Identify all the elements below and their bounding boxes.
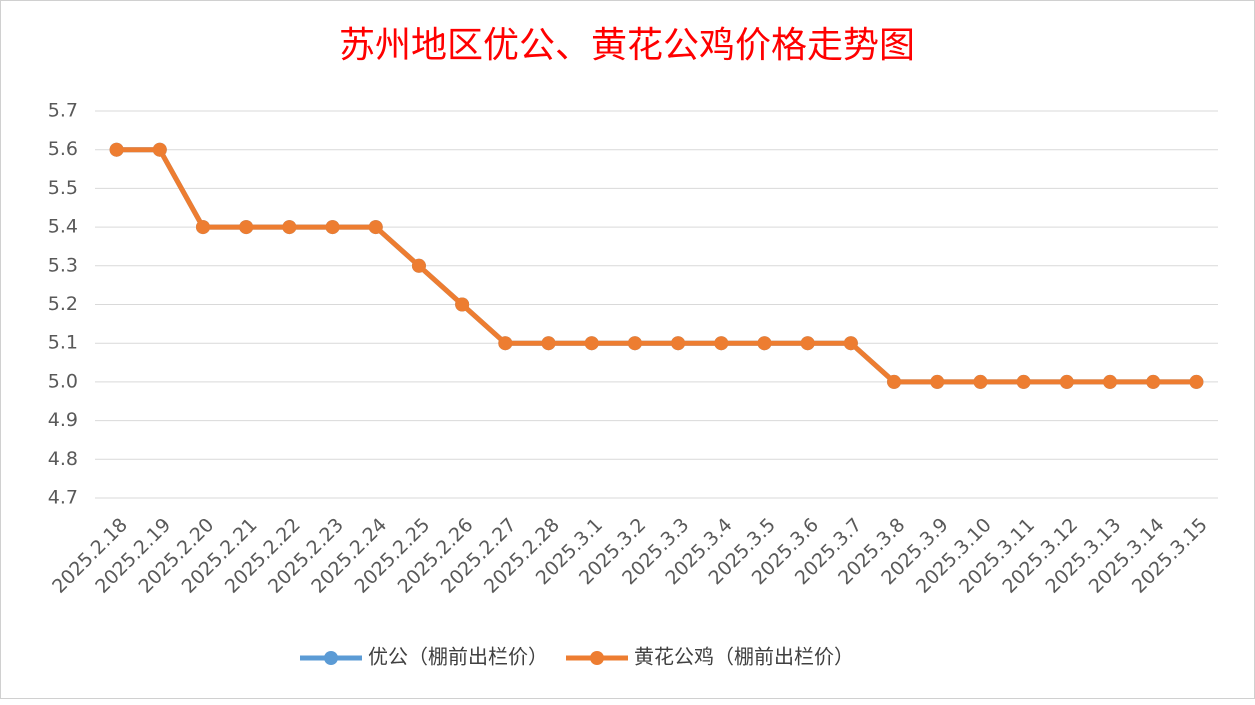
data-point [1016, 374, 1031, 389]
series-line [116, 147, 1197, 385]
data-point [325, 220, 340, 235]
data-point [411, 258, 426, 273]
data-point [973, 374, 988, 389]
legend-marker [324, 651, 338, 665]
y-tick-label: 4.9 [48, 409, 78, 431]
data-point [1059, 374, 1074, 389]
y-tick-label: 5.5 [48, 177, 78, 199]
legend-label: 黄花公鸡（棚前出栏价） [634, 645, 854, 669]
legend-marker [590, 651, 604, 665]
data-point [887, 374, 902, 389]
data-point [455, 297, 470, 312]
data-point [541, 336, 556, 351]
y-tick-label: 4.7 [48, 487, 78, 509]
chart-title: 苏州地区优公、黄花公鸡价格走势图 [339, 25, 915, 66]
y-tick-label: 4.8 [48, 448, 78, 470]
y-tick-label: 5.6 [48, 138, 78, 160]
data-point [152, 142, 167, 157]
y-tick-label: 5.0 [48, 370, 78, 392]
data-point [757, 336, 772, 351]
data-point [282, 220, 297, 235]
data-point [714, 336, 729, 351]
legend-label: 优公（棚前出栏价） [368, 645, 548, 669]
y-tick-label: 5.4 [48, 216, 78, 238]
data-point [671, 336, 686, 351]
data-point [1146, 374, 1161, 389]
data-point [109, 142, 124, 157]
data-point [239, 220, 254, 235]
data-point [1189, 374, 1204, 389]
data-point [1103, 374, 1118, 389]
data-point [368, 220, 383, 235]
data-point [584, 336, 599, 351]
data-point [498, 336, 513, 351]
data-point [627, 336, 642, 351]
data-point [930, 374, 945, 389]
y-tick-label: 5.2 [48, 293, 78, 315]
y-tick-label: 5.3 [48, 254, 78, 276]
y-tick-label: 5.1 [48, 332, 78, 354]
data-point [195, 220, 210, 235]
data-point [800, 336, 815, 351]
y-tick-label: 5.7 [48, 100, 78, 122]
data-point [843, 336, 858, 351]
